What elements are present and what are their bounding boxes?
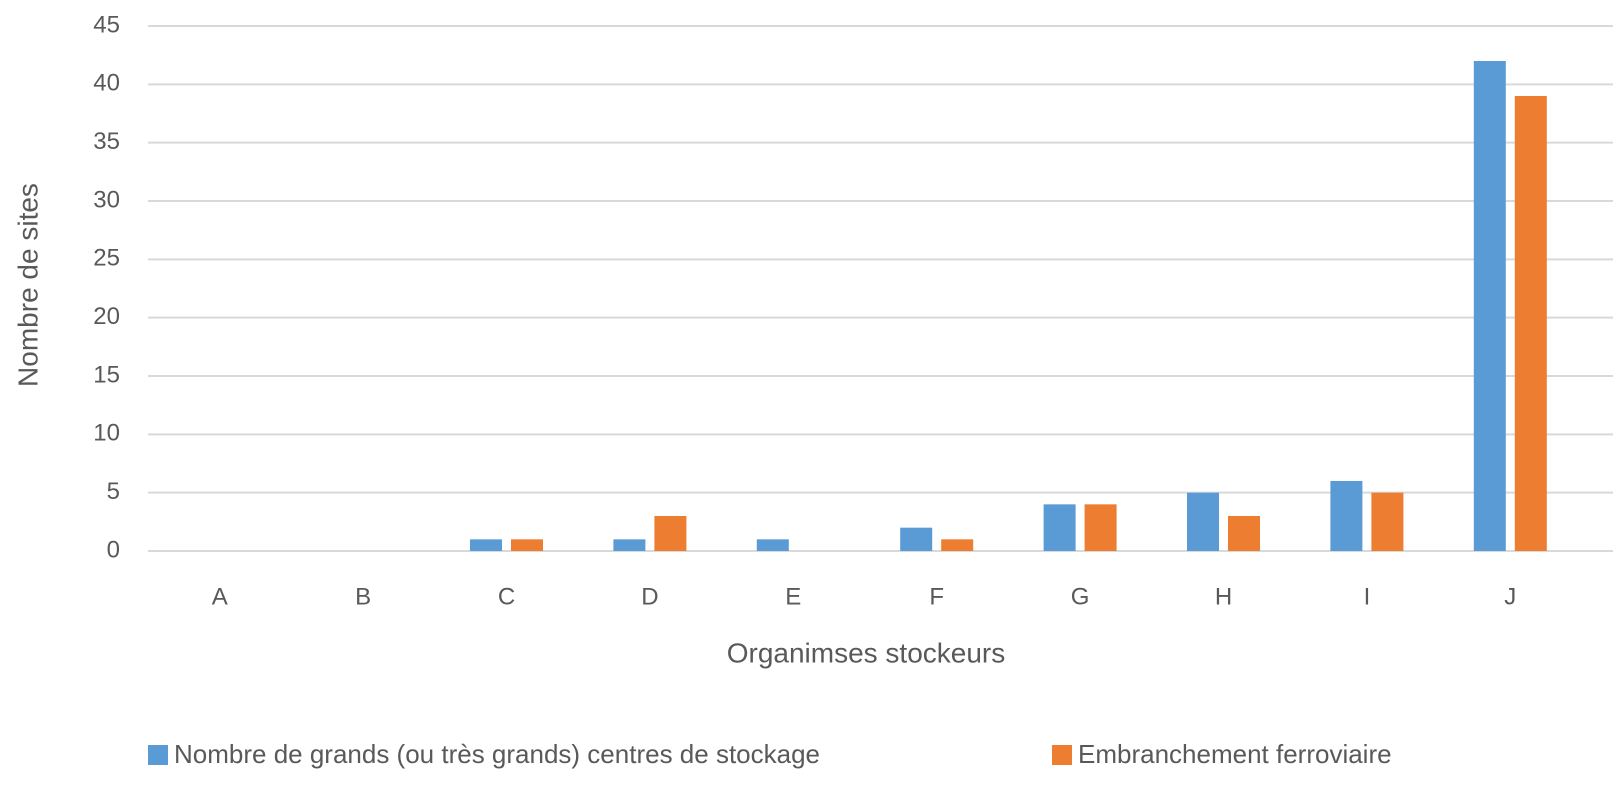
legend-swatch <box>1052 745 1072 765</box>
bar <box>941 539 974 551</box>
y-tick-label: 25 <box>93 245 120 272</box>
bar <box>1514 96 1547 551</box>
x-tick-label: D <box>641 583 658 610</box>
bar <box>900 527 933 551</box>
x-tick-label: H <box>1215 583 1232 610</box>
y-tick-label: 45 <box>93 11 120 38</box>
x-axis-title: Organimses stockeurs <box>727 637 1006 668</box>
y-tick-label: 5 <box>107 478 120 505</box>
y-tick-label: 15 <box>93 361 120 388</box>
legend-swatch <box>148 745 168 765</box>
bar <box>1084 504 1117 551</box>
y-tick-label: 35 <box>93 128 120 155</box>
bar <box>511 539 543 551</box>
y-tick-label: 0 <box>107 536 120 563</box>
x-tick-label: C <box>498 583 515 610</box>
bar <box>470 539 502 551</box>
y-tick-label: 30 <box>93 186 120 213</box>
y-tick-label: 40 <box>93 70 120 97</box>
x-tick-label: J <box>1504 583 1516 610</box>
bar <box>613 539 646 551</box>
bar <box>1187 492 1219 551</box>
bar <box>756 539 789 551</box>
bar <box>654 516 687 551</box>
bar <box>1371 492 1404 551</box>
y-tick-label: 10 <box>93 420 120 447</box>
legend-label: Embranchement ferroviaire <box>1078 739 1392 769</box>
x-tick-label: A <box>212 583 228 610</box>
x-tick-label: F <box>929 583 944 610</box>
x-tick-label: I <box>1364 583 1371 610</box>
bar <box>1043 504 1076 551</box>
bar <box>1330 481 1363 551</box>
x-tick-label: G <box>1071 583 1090 610</box>
y-axis-title: Nombre de sites <box>12 183 43 387</box>
y-tick-label: 20 <box>93 303 120 330</box>
bar <box>1473 61 1506 551</box>
x-tick-label: B <box>355 583 371 610</box>
bar <box>1228 516 1260 551</box>
x-tick-label: E <box>785 583 801 610</box>
legend-label: Nombre de grands (ou très grands) centre… <box>174 739 820 769</box>
